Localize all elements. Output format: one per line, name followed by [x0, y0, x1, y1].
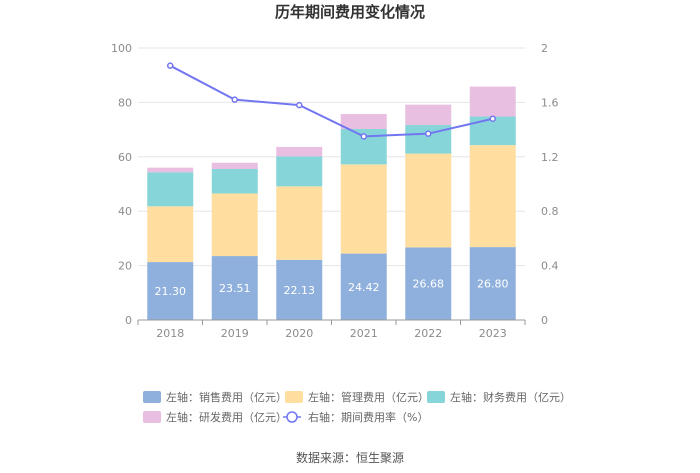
bar-segment: [276, 186, 323, 260]
bar-segment: [211, 256, 258, 320]
legend-line-marker: [286, 411, 298, 423]
bar-value-label: 21.30: [155, 285, 187, 298]
legend-swatch: [285, 391, 303, 403]
x-tick-label: 2018: [156, 327, 184, 340]
x-tick-label: 2019: [221, 327, 249, 340]
rate-line-path: [169, 64, 493, 138]
bar-segment: [276, 259, 323, 320]
bar-segment: [340, 114, 387, 130]
legend-label: 左轴：管理费用（亿元）: [308, 390, 429, 404]
x-tick-label: 2021: [350, 327, 378, 340]
right-tick-label: 0.4: [541, 260, 559, 273]
x-axis: 2018 2019 2020 2021 2022 2023: [137, 320, 526, 340]
legend: 左轴：销售费用（亿元） 左轴：管理费用（亿元） 左轴：财务费用（亿元） 左轴：研发费用…: [143, 390, 571, 424]
legend-label: 右轴：期间费用率（%）: [308, 410, 428, 424]
bar-segment: [211, 169, 258, 194]
bar-value-label: 26.80: [477, 278, 509, 291]
rate-line-point: [360, 133, 367, 140]
legend-label: 左轴：销售费用（亿元）: [166, 390, 287, 404]
gridlines: [138, 47, 525, 267]
bar-segment: [405, 104, 452, 126]
rate-line-point: [167, 62, 174, 69]
legend-label: 左轴：财务费用（亿元）: [450, 390, 571, 404]
bar-segment: [147, 262, 194, 320]
rate-line-point: [231, 96, 238, 103]
right-axis: 0 0.4 0.8 1.2 1.6 2: [541, 42, 559, 327]
left-tick-label: 80: [118, 96, 132, 109]
rate-line-point: [489, 115, 496, 122]
x-tick-label: 2020: [285, 327, 313, 340]
left-tick-label: 100: [111, 42, 132, 55]
data-source: 数据来源：恒生聚源: [296, 450, 404, 465]
bar-segment: [211, 162, 258, 170]
left-tick-label: 40: [118, 205, 132, 218]
left-axis: 0 20 40 60 80 100: [111, 42, 132, 327]
right-tick-label: 0: [541, 314, 548, 327]
legend-swatch: [143, 411, 161, 423]
bar-segment: [276, 156, 323, 187]
right-tick-label: 1.6: [541, 96, 559, 109]
legend-swatch: [143, 391, 161, 403]
right-tick-label: 2: [541, 42, 548, 55]
bar-segment: [405, 153, 452, 248]
bar-segment: [340, 253, 387, 320]
bar-segment: [276, 146, 323, 157]
bar-segment: [147, 172, 194, 207]
left-tick-label: 20: [118, 260, 132, 273]
bar-segment: [405, 247, 452, 320]
x-tick-label: 2022: [414, 327, 442, 340]
bar-value-label: 26.68: [413, 278, 445, 291]
bar-segment: [211, 193, 258, 257]
right-tick-label: 1.2: [541, 151, 559, 164]
right-tick-label: 0.8: [541, 205, 559, 218]
rate-line-point: [296, 101, 303, 109]
bar-value-label: 22.13: [284, 284, 316, 297]
left-tick-label: 60: [118, 151, 132, 164]
bar-segment: [147, 206, 194, 263]
x-tick-label: 2023: [479, 327, 507, 340]
bar-labels: 21.30 23.51 22.13 24.42 26.68 26.80: [155, 278, 509, 298]
bar-segment: [469, 86, 516, 117]
chart-title: 历年期间费用变化情况: [275, 3, 425, 21]
legend-label: 左轴：研发费用（亿元）: [166, 410, 287, 424]
left-tick-label: 0: [125, 314, 132, 327]
bar-segment: [469, 145, 516, 248]
bar-segment: [147, 167, 194, 173]
legend-swatch: [427, 391, 445, 403]
rate-line-point: [425, 130, 432, 137]
rate-line: [167, 62, 496, 140]
bar-value-label: 23.51: [219, 282, 251, 295]
bar-segment: [340, 164, 387, 254]
bars: [147, 86, 516, 320]
bar-value-label: 24.42: [348, 281, 380, 294]
bar-segment: [469, 247, 516, 320]
